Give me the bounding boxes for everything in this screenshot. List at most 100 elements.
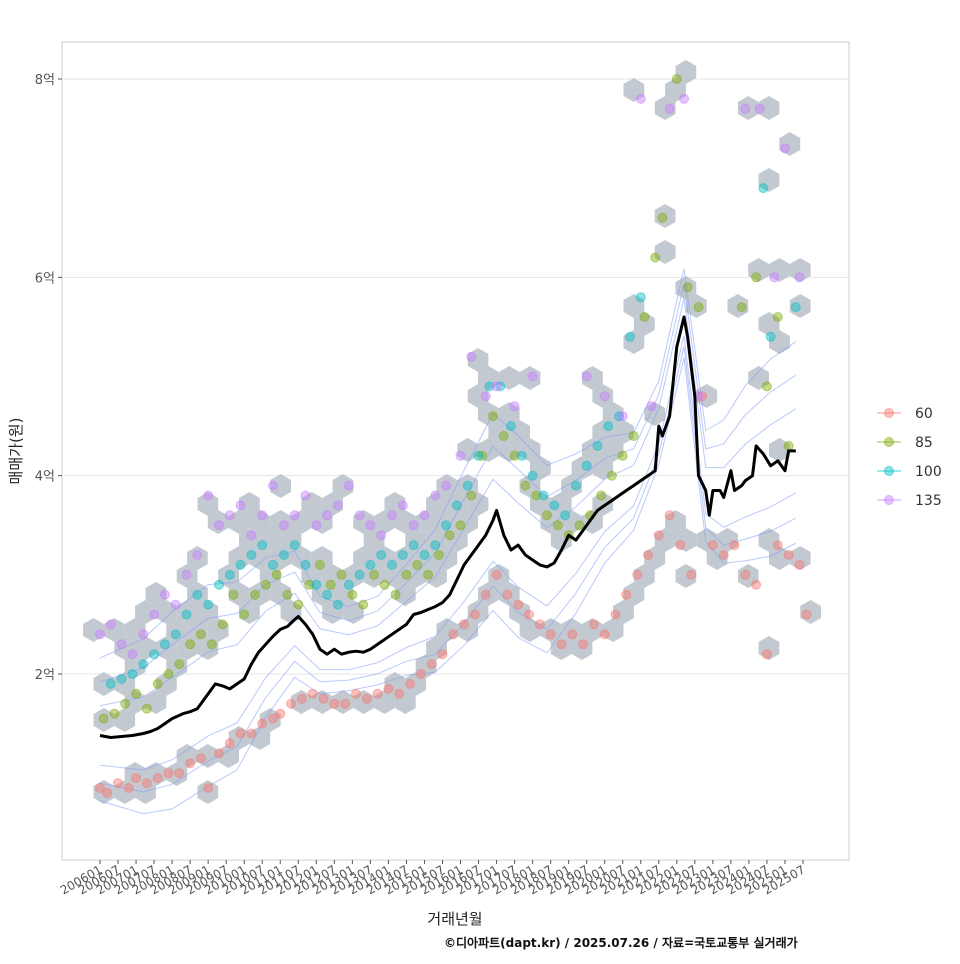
- point-85: [433, 550, 444, 560]
- hexbin-cell: [384, 564, 406, 588]
- point-135: [365, 520, 376, 531]
- hexbin-cell: [717, 528, 738, 552]
- scatter-points: [95, 74, 812, 798]
- point-60: [163, 768, 174, 779]
- hexbin-cell: [135, 636, 156, 660]
- point-85: [783, 440, 794, 451]
- hexbin-cell: [467, 348, 489, 372]
- point-100: [332, 599, 343, 610]
- point-100: [397, 550, 408, 560]
- point-135: [509, 401, 520, 412]
- point-60: [783, 550, 794, 560]
- hexbin-cell: [197, 744, 219, 768]
- point-60: [152, 773, 163, 784]
- hexbin-cell: [353, 546, 375, 570]
- point-135: [343, 480, 354, 491]
- point-85: [358, 599, 369, 610]
- point-85: [260, 579, 271, 590]
- point-100: [235, 559, 246, 570]
- hexbin-cell: [509, 420, 530, 444]
- hexbin-cell: [436, 474, 458, 498]
- point-85: [671, 74, 682, 84]
- hexbin-cell: [197, 492, 219, 516]
- point-135: [635, 93, 646, 104]
- hexbin-cell: [93, 780, 115, 804]
- point-135: [480, 391, 491, 402]
- point-100: [506, 421, 516, 432]
- hexbin-cell: [228, 582, 250, 606]
- point-100: [203, 599, 214, 610]
- hexbin-cell: [394, 690, 416, 714]
- hexbin-cell: [675, 528, 697, 552]
- hexbin-cell: [623, 330, 645, 354]
- point-100: [614, 411, 625, 422]
- point-100: [538, 490, 549, 501]
- hexbin-cell: [582, 510, 603, 534]
- hexbin-cell: [633, 564, 655, 588]
- hexbin-cell: [571, 456, 593, 480]
- density-contour: [99, 268, 797, 659]
- point-100: [224, 569, 235, 580]
- point-60: [664, 510, 675, 521]
- point-60: [235, 728, 246, 739]
- point-85: [628, 431, 639, 441]
- point-135: [278, 520, 289, 531]
- point-85: [314, 559, 325, 570]
- point-60: [102, 788, 113, 798]
- hexbin-cell: [467, 600, 489, 624]
- point-60: [394, 688, 405, 699]
- hexbin-cell: [363, 564, 385, 588]
- point-135: [646, 401, 657, 412]
- hexbin-cell: [93, 708, 115, 732]
- hexbin-cell: [114, 780, 136, 804]
- density-contour: [99, 283, 797, 683]
- point-135: [466, 351, 477, 362]
- point-85: [131, 688, 142, 699]
- hexbin-cell: [769, 258, 790, 282]
- point-85: [617, 450, 628, 461]
- hexbin-cell: [426, 636, 447, 660]
- point-85: [531, 490, 542, 501]
- point-100: [138, 659, 149, 670]
- point-100: [257, 540, 268, 551]
- point-135: [192, 550, 203, 560]
- hexbin-cell: [488, 564, 510, 588]
- point-135: [527, 371, 538, 382]
- hexbin-cell: [207, 618, 229, 642]
- point-60: [686, 569, 697, 580]
- point-135: [408, 520, 419, 531]
- point-100: [635, 292, 646, 303]
- point-60: [224, 738, 235, 749]
- point-100: [473, 450, 484, 461]
- legend-key-point: [884, 495, 894, 505]
- hexbin-cell: [758, 168, 780, 192]
- hexbin-cell: [550, 528, 572, 552]
- point-100: [343, 579, 354, 590]
- point-85: [693, 302, 704, 313]
- hexbin-cell: [758, 312, 780, 336]
- hexbin-cell: [769, 330, 790, 354]
- hexbin-cell: [394, 582, 416, 606]
- point-60: [329, 698, 340, 709]
- hexbin-cell: [592, 420, 614, 444]
- point-100: [484, 381, 495, 392]
- hexbin-cell: [332, 690, 354, 714]
- x-axis-ticks: 2006012006072007012007072008012008072009…: [58, 860, 808, 898]
- point-60: [246, 728, 257, 739]
- point-60: [426, 659, 437, 670]
- hexbin-cell: [249, 510, 271, 534]
- point-60: [513, 599, 524, 610]
- x-axis-title: 거래년월: [427, 910, 482, 928]
- point-85: [606, 470, 617, 481]
- point-100: [516, 450, 527, 461]
- point-85: [498, 431, 509, 441]
- point-135: [246, 530, 257, 541]
- point-135: [181, 569, 192, 580]
- point-135: [599, 391, 610, 402]
- point-85: [347, 589, 358, 600]
- point-60: [801, 609, 812, 620]
- point-60: [307, 688, 318, 699]
- hexbin-cell: [758, 636, 780, 660]
- hexbin-cell: [239, 528, 260, 552]
- point-60: [286, 698, 297, 709]
